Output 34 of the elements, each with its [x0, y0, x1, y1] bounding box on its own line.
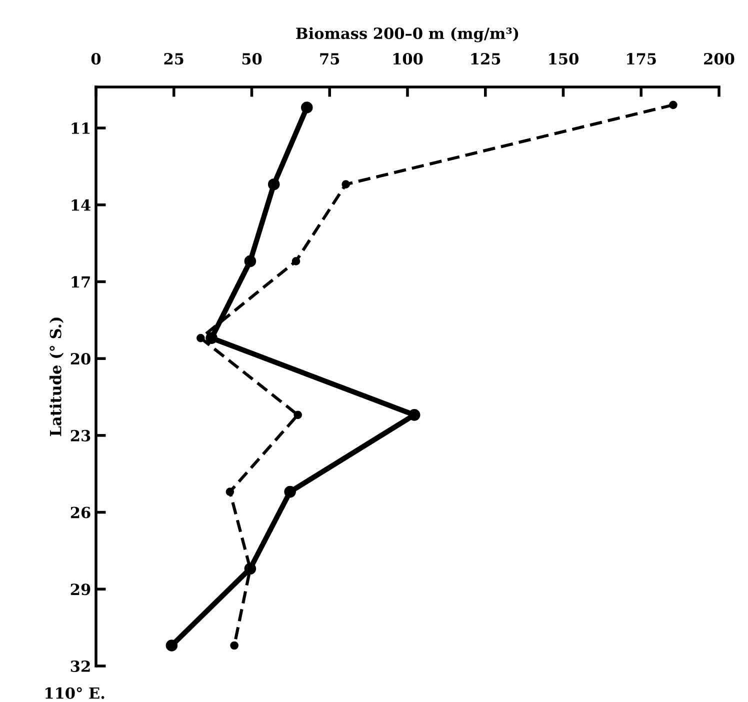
x-tick-label: 50 [242, 53, 262, 65]
x-tick-label: 150 [549, 53, 578, 65]
y-tick-label: 29 [70, 584, 90, 596]
y-tick-label: 14 [72, 199, 91, 211]
point [408, 409, 420, 421]
y-tick-label: 26 [70, 506, 90, 518]
text: 110° E. [46, 687, 104, 699]
point [196, 334, 205, 342]
y-tick-label: 32 [70, 660, 90, 672]
point [206, 332, 218, 344]
point [268, 178, 280, 190]
x-tick-label: 0 [91, 53, 101, 65]
x-tick-label: 100 [393, 53, 423, 65]
y-axis-title: Latitude (° S.) [50, 318, 64, 436]
x-axis-title: Biomass 200–0 m (mg/m³) [296, 27, 518, 42]
y-tick-label: 17 [72, 276, 90, 288]
x-tick-label: 200 [704, 53, 734, 65]
x-tick-label: 75 [320, 53, 340, 65]
x-tick-label: 25 [164, 53, 184, 65]
point [342, 180, 350, 189]
point [166, 640, 178, 652]
y-tick-label: 20 [70, 353, 90, 365]
point [292, 257, 300, 266]
point [300, 102, 313, 114]
x-tick-label: 175 [627, 53, 656, 65]
point [244, 255, 256, 268]
point [669, 100, 678, 110]
x-tick-label: 125 [471, 53, 500, 65]
point [230, 641, 238, 650]
y-tick-label: 23 [70, 430, 90, 442]
point [226, 488, 234, 496]
y-tick-label: 11 [72, 122, 90, 134]
point [294, 410, 302, 420]
point [284, 486, 296, 498]
